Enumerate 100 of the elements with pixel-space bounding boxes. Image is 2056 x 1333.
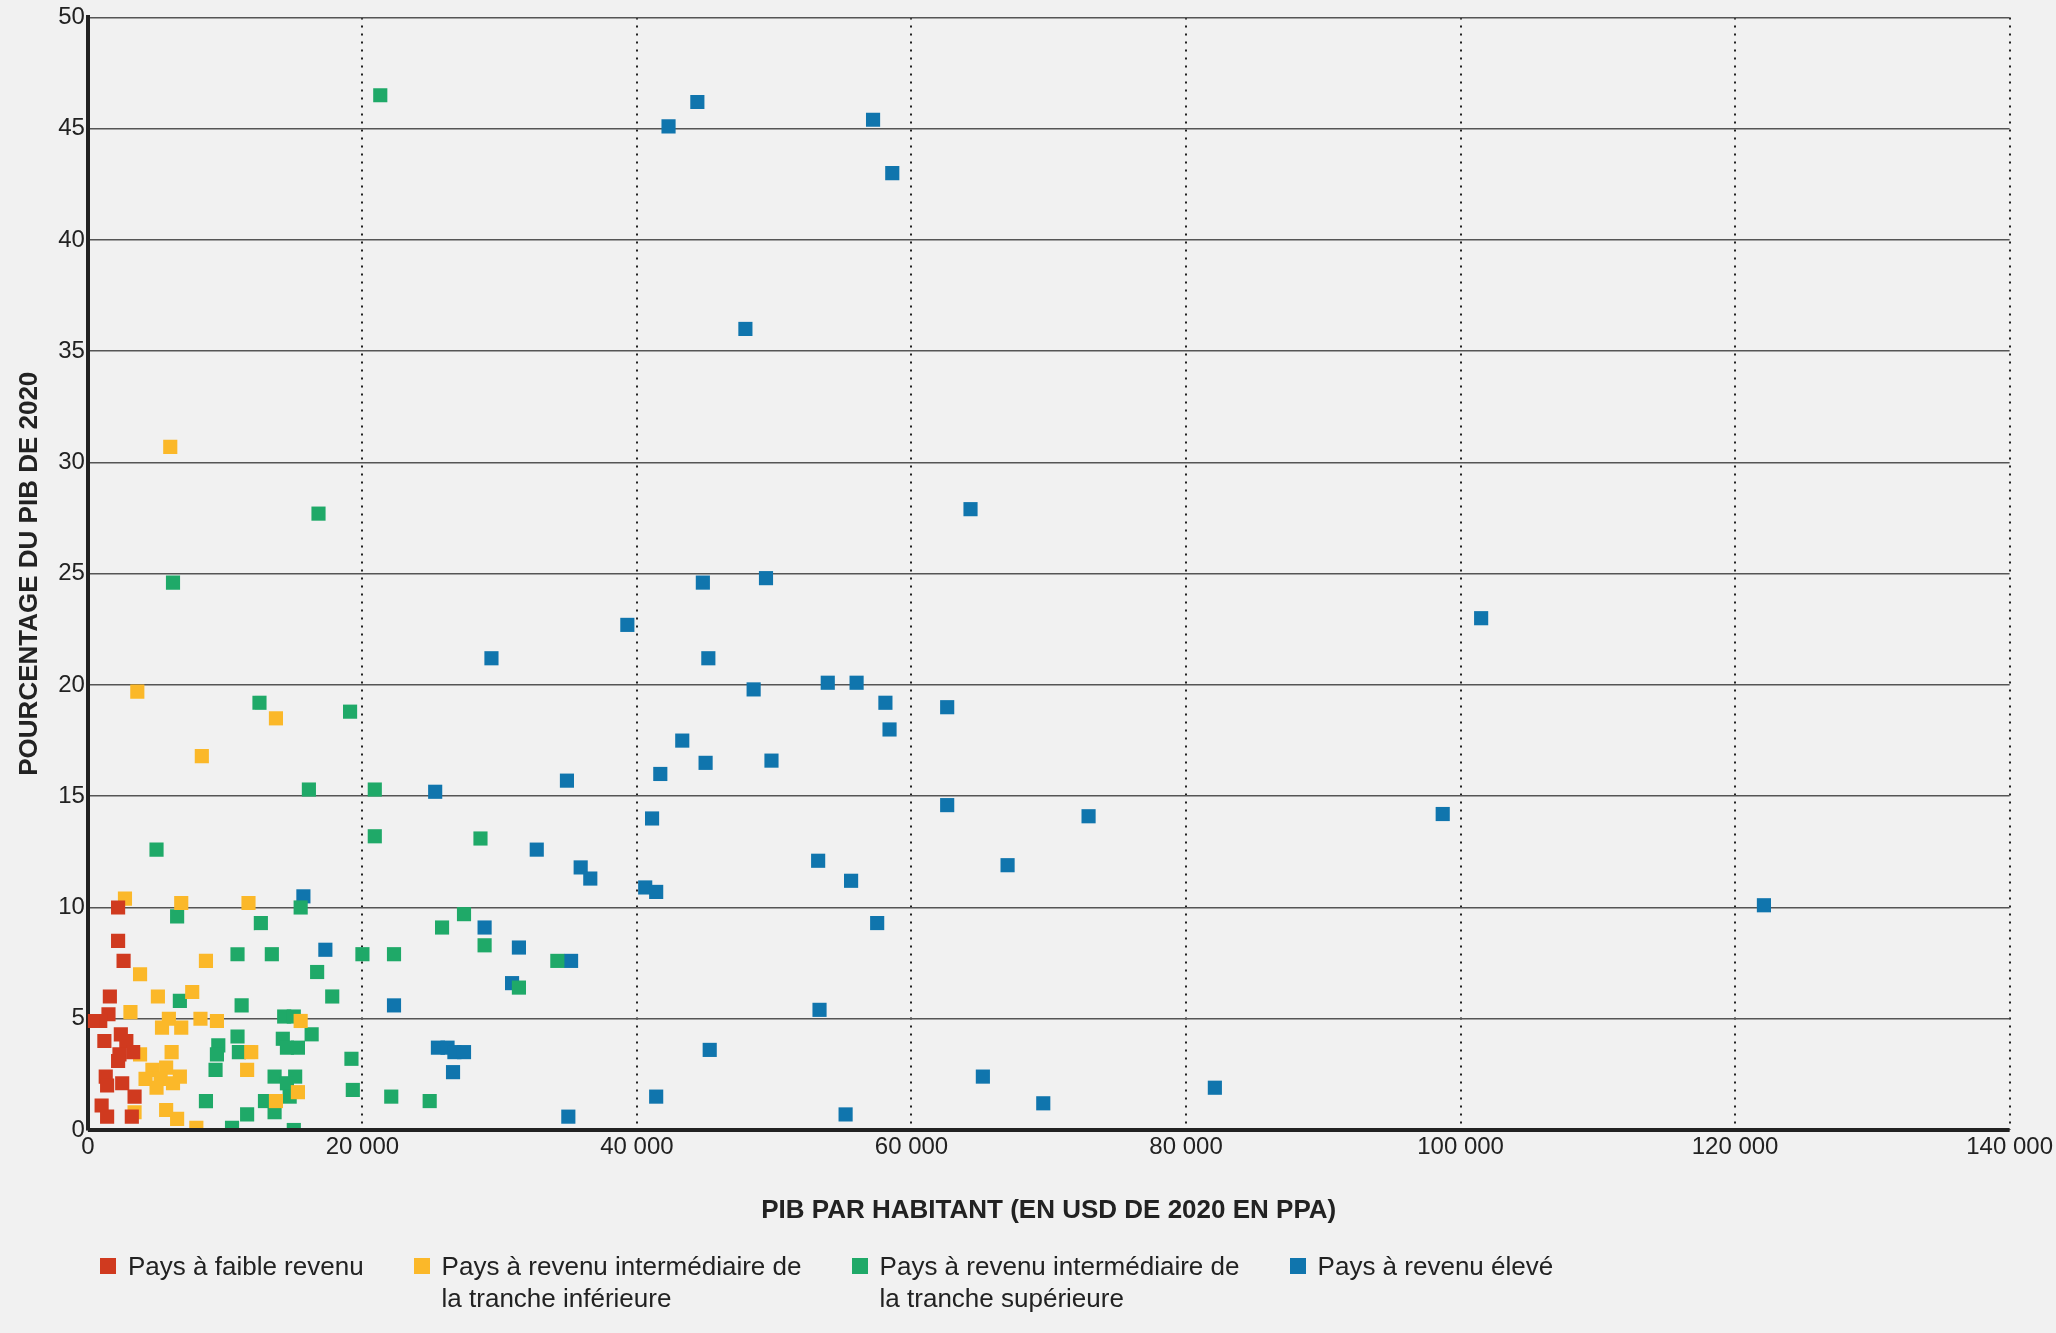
point [268, 711, 284, 726]
point [165, 575, 181, 590]
point [812, 1002, 827, 1017]
y-tick-label: 5 [71, 1003, 85, 1031]
point [279, 1076, 294, 1091]
legend-label: Pays à revenu intermédiaire de la tranche inférieure [441, 1250, 802, 1314]
point [293, 1013, 308, 1029]
point [208, 1062, 223, 1077]
point [428, 784, 443, 799]
point [198, 1094, 214, 1109]
point [373, 88, 388, 103]
point [422, 1094, 437, 1109]
y-tick-label: 30 [58, 447, 85, 475]
point [975, 1069, 990, 1084]
point [149, 842, 164, 857]
point [132, 967, 148, 982]
point [675, 733, 690, 748]
point [209, 1013, 224, 1029]
point [170, 909, 185, 924]
point [1207, 1080, 1222, 1095]
y-axis-title: POURCENTAGE DU PIB DE 2020 [12, 371, 43, 776]
y-tick-label: 45 [58, 113, 85, 141]
point [653, 766, 668, 782]
point [343, 704, 358, 719]
point [477, 938, 492, 953]
point [384, 1089, 399, 1104]
point [290, 1085, 305, 1100]
point [241, 895, 256, 911]
point [573, 860, 588, 875]
point [126, 1045, 141, 1060]
point [963, 502, 978, 517]
y-tick-label: 20 [58, 669, 85, 697]
point [583, 871, 598, 886]
point [885, 166, 900, 181]
x-tick-label: 100 000 [1417, 1132, 1504, 1160]
point [123, 1004, 138, 1020]
point [1474, 611, 1489, 626]
point [367, 829, 382, 844]
point [564, 953, 579, 968]
point [644, 811, 660, 826]
point [1036, 1096, 1051, 1111]
point [746, 682, 761, 697]
x-axis-title: PIB PAR HABITANT (EN USD DE 2020 EN PPA) [761, 1193, 1337, 1224]
point [194, 749, 209, 764]
point [511, 980, 526, 995]
legend-label: Pays à faible revenu [128, 1250, 364, 1282]
point [344, 1051, 359, 1066]
y-tick-label: 35 [58, 335, 85, 363]
x-tick-label: 140 000 [1966, 1132, 2054, 1160]
point [529, 842, 544, 857]
point [293, 900, 308, 915]
point [484, 651, 499, 666]
point [561, 1109, 576, 1124]
point [159, 1102, 174, 1118]
point [150, 989, 165, 1004]
point [649, 1089, 664, 1104]
point [154, 1020, 170, 1035]
point [111, 1053, 126, 1069]
point [511, 940, 526, 955]
point [820, 675, 835, 690]
point [174, 895, 189, 911]
legend-label: Pays à revenu élevé [1317, 1250, 1554, 1282]
point [240, 1107, 255, 1122]
point [882, 722, 897, 737]
y-tick-label: 50 [58, 2, 85, 30]
y-tick-label: 10 [58, 892, 85, 920]
point [253, 915, 268, 931]
point [345, 1082, 360, 1098]
point [550, 953, 565, 968]
x-tick-label: 120 000 [1691, 1132, 1779, 1160]
y-tick-label: 25 [58, 558, 85, 586]
point [264, 947, 279, 962]
legend-label: Pays à revenu intermédiaire de la tranche supérieure [879, 1250, 1240, 1314]
point [758, 571, 774, 586]
point [559, 773, 575, 788]
point [445, 1065, 461, 1080]
point [434, 920, 450, 935]
point [690, 94, 705, 110]
point [702, 1042, 717, 1057]
point [311, 506, 326, 521]
point [698, 755, 713, 770]
point [198, 953, 214, 968]
point [268, 1094, 284, 1109]
point [301, 782, 316, 797]
point [701, 651, 716, 666]
x-tick-label: 20 000 [325, 1132, 400, 1160]
point [870, 915, 885, 931]
point [209, 1047, 224, 1062]
point [456, 1045, 472, 1060]
point [738, 321, 753, 336]
point [838, 1107, 853, 1122]
point [477, 920, 492, 935]
point [111, 900, 126, 915]
point [240, 1062, 255, 1077]
point [252, 695, 267, 710]
point [1081, 809, 1096, 824]
point [865, 112, 881, 127]
point [124, 1109, 139, 1124]
point [185, 984, 200, 1000]
point [230, 947, 245, 962]
